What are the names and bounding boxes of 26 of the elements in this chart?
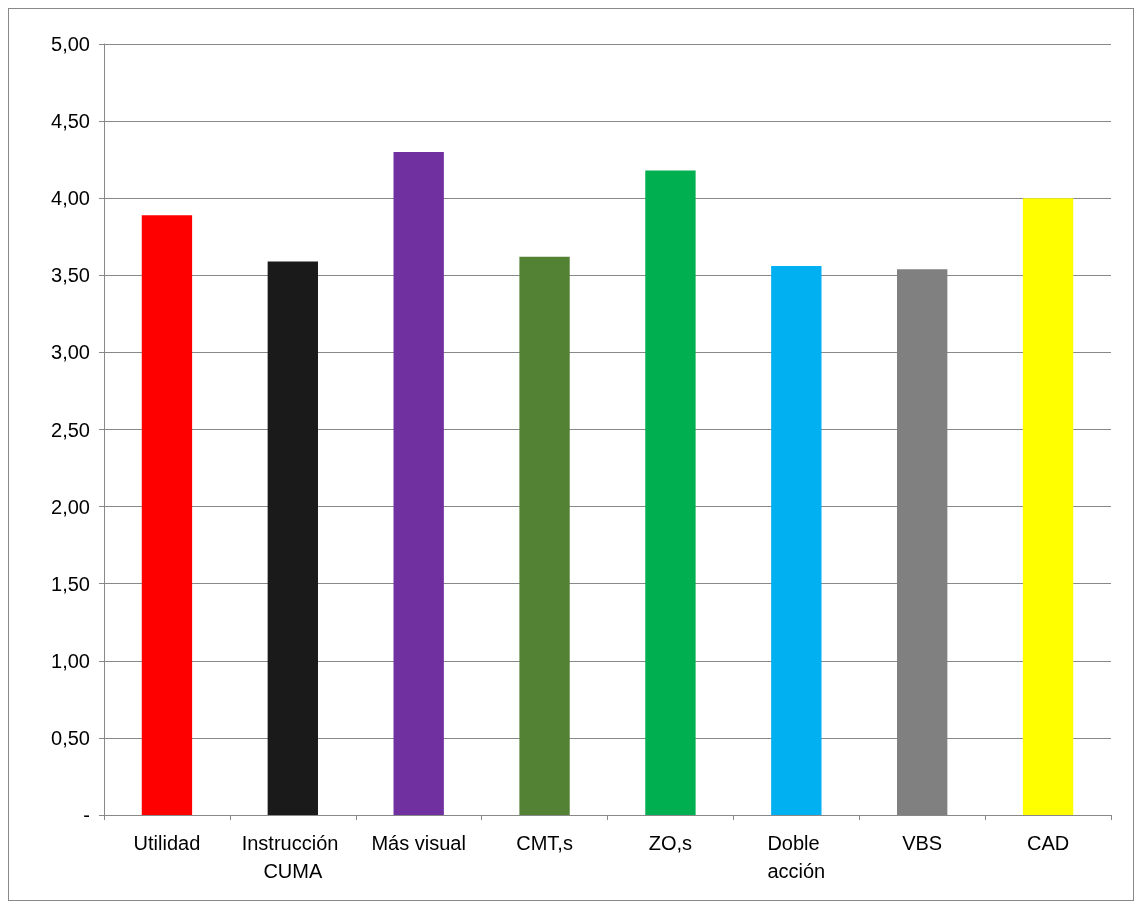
bar (771, 266, 822, 815)
y-tick-label: 3,00 (51, 341, 90, 364)
y-tick-label: 2,00 (51, 495, 90, 518)
x-tick-label: Instrucción CUMA (241, 832, 344, 882)
bar (393, 151, 444, 815)
y-tick-label: - (83, 804, 90, 826)
bar (1022, 198, 1074, 815)
x-tick-label: VBS (902, 832, 943, 854)
y-tick-label: 3,50 (51, 264, 90, 287)
x-tick-label: CAD (1026, 832, 1070, 854)
x-tick-label: Más visual (371, 832, 466, 854)
bar (645, 170, 696, 815)
x-tick-label: CMT,s (516, 832, 573, 854)
y-tick-label: 5,00 (51, 33, 90, 55)
x-tick-label: ZO,s (648, 832, 693, 854)
bar (519, 256, 570, 815)
y-tick-label: 1,50 (51, 572, 90, 595)
bar (267, 261, 318, 815)
y-tick-label: 4,00 (51, 187, 90, 210)
x-tick-label: Utilidad (133, 832, 201, 854)
x-tick-label: Doble acción (767, 832, 826, 882)
y-tick-label: 0,50 (51, 726, 90, 749)
bar (141, 215, 193, 815)
y-tick-label: 1,00 (51, 649, 90, 672)
y-tick-label: 2,50 (51, 418, 90, 441)
y-tick-label: 4,50 (51, 110, 90, 133)
